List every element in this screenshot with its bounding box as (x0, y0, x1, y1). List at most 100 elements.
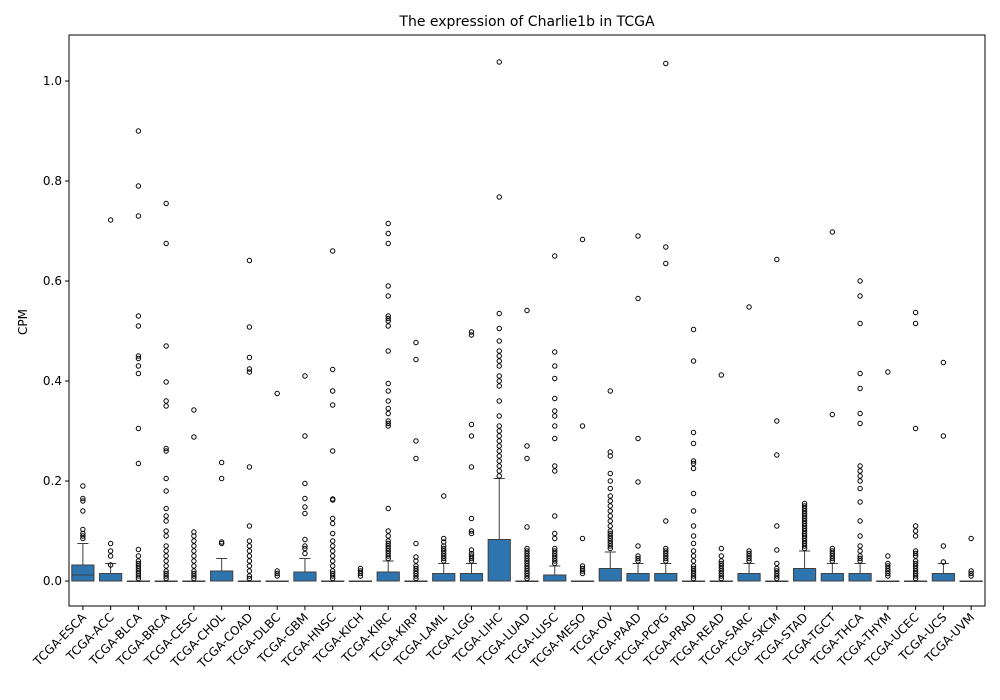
outlier-point (912, 528, 919, 534)
box-tcga-kirp (404, 339, 428, 582)
outlier-point (246, 573, 253, 579)
box-tcga-read (709, 372, 733, 582)
outlier-point (857, 463, 863, 469)
outlier-point (329, 548, 336, 554)
outlier-point (80, 526, 86, 533)
outlier-point (496, 438, 502, 444)
outlier-point (524, 565, 530, 572)
box-body (432, 573, 456, 582)
outlier-point (524, 560, 530, 567)
outlier-point (163, 553, 169, 559)
outlier-point (857, 420, 863, 427)
outlier-point (218, 475, 225, 482)
box-tcga-kich (348, 565, 373, 582)
outlier-point (468, 421, 475, 428)
outlier-point (135, 183, 142, 189)
box-body (598, 568, 622, 582)
outlier-point (385, 540, 391, 547)
outlier-point (690, 540, 697, 547)
outlier-point (163, 505, 169, 512)
outlier-point (441, 553, 447, 559)
outlier-point (857, 293, 863, 299)
outlier-point (107, 217, 114, 223)
outlier-point (579, 570, 586, 577)
outlier-point (135, 558, 142, 564)
outlier-point (274, 568, 280, 574)
outlier-point (829, 548, 836, 554)
box-tcga-acc (99, 217, 123, 582)
outlier-point (329, 563, 336, 569)
outlier-point (468, 329, 475, 335)
box-tcga-ov (598, 388, 622, 582)
outlier-point (441, 535, 447, 542)
outlier-point (524, 575, 530, 582)
outlier-point (552, 553, 558, 559)
box-tcga-blca (126, 128, 150, 582)
outlier-point (690, 558, 697, 564)
outlier-point (246, 257, 253, 264)
outlier-point (579, 563, 586, 569)
outlier-point (246, 523, 253, 529)
box-tcga-chol (210, 459, 234, 582)
outlier-point (912, 523, 919, 529)
outlier-point (496, 358, 502, 364)
outlier-point (912, 563, 919, 569)
outlier-point (163, 573, 169, 579)
outlier-point (607, 470, 613, 477)
outlier-point (302, 504, 308, 510)
box-body (487, 539, 511, 582)
outlier-point (246, 324, 253, 330)
outlier-point (413, 438, 419, 444)
outlier-point (690, 490, 697, 497)
outlier-point (801, 503, 808, 509)
outlier-point (857, 468, 863, 474)
outlier-point (246, 558, 253, 564)
outlier-point (912, 320, 919, 327)
outlier-point (385, 528, 391, 534)
outlier-point (552, 423, 558, 429)
outlier-point (607, 540, 613, 547)
outlier-point (801, 543, 808, 549)
box-body (626, 573, 650, 582)
outlier-point (579, 565, 586, 572)
outlier-point (524, 568, 530, 574)
outlier-point (524, 307, 530, 314)
outlier-point (385, 318, 391, 324)
outlier-point (635, 543, 641, 549)
outlier-point (385, 398, 391, 404)
outlier-point (829, 545, 836, 552)
outlier-point (885, 560, 891, 567)
outlier-point (163, 548, 169, 554)
outlier-point (329, 520, 336, 527)
outlier-point (329, 570, 336, 577)
outlier-point (329, 388, 336, 394)
outlier-point (413, 554, 419, 560)
outlier-point (191, 407, 197, 413)
outlier-point (302, 510, 308, 517)
outlier-point (135, 546, 142, 553)
outlier-point (329, 496, 336, 502)
outlier-point (746, 555, 752, 562)
outlier-point (357, 573, 364, 579)
box-tcga-skcm (765, 256, 789, 582)
outlier-point (690, 460, 697, 467)
outlier-point (885, 570, 891, 577)
outlier-point (135, 460, 142, 467)
outlier-point (468, 433, 475, 439)
outlier-point (246, 369, 253, 375)
outlier-point (690, 533, 697, 539)
outlier-point (329, 558, 336, 564)
outlier-point (801, 513, 808, 519)
outlier-point (135, 573, 142, 579)
outlier-point (135, 560, 142, 567)
outlier-point (718, 570, 725, 577)
outlier-point (857, 410, 863, 417)
outlier-point (468, 553, 475, 559)
outlier-point (746, 550, 752, 557)
outlier-point (302, 433, 308, 439)
box-body (459, 573, 484, 582)
box-tcga-lusc (543, 253, 567, 582)
outlier-point (135, 355, 142, 362)
outlier-point (912, 309, 919, 316)
outlier-point (524, 443, 530, 449)
